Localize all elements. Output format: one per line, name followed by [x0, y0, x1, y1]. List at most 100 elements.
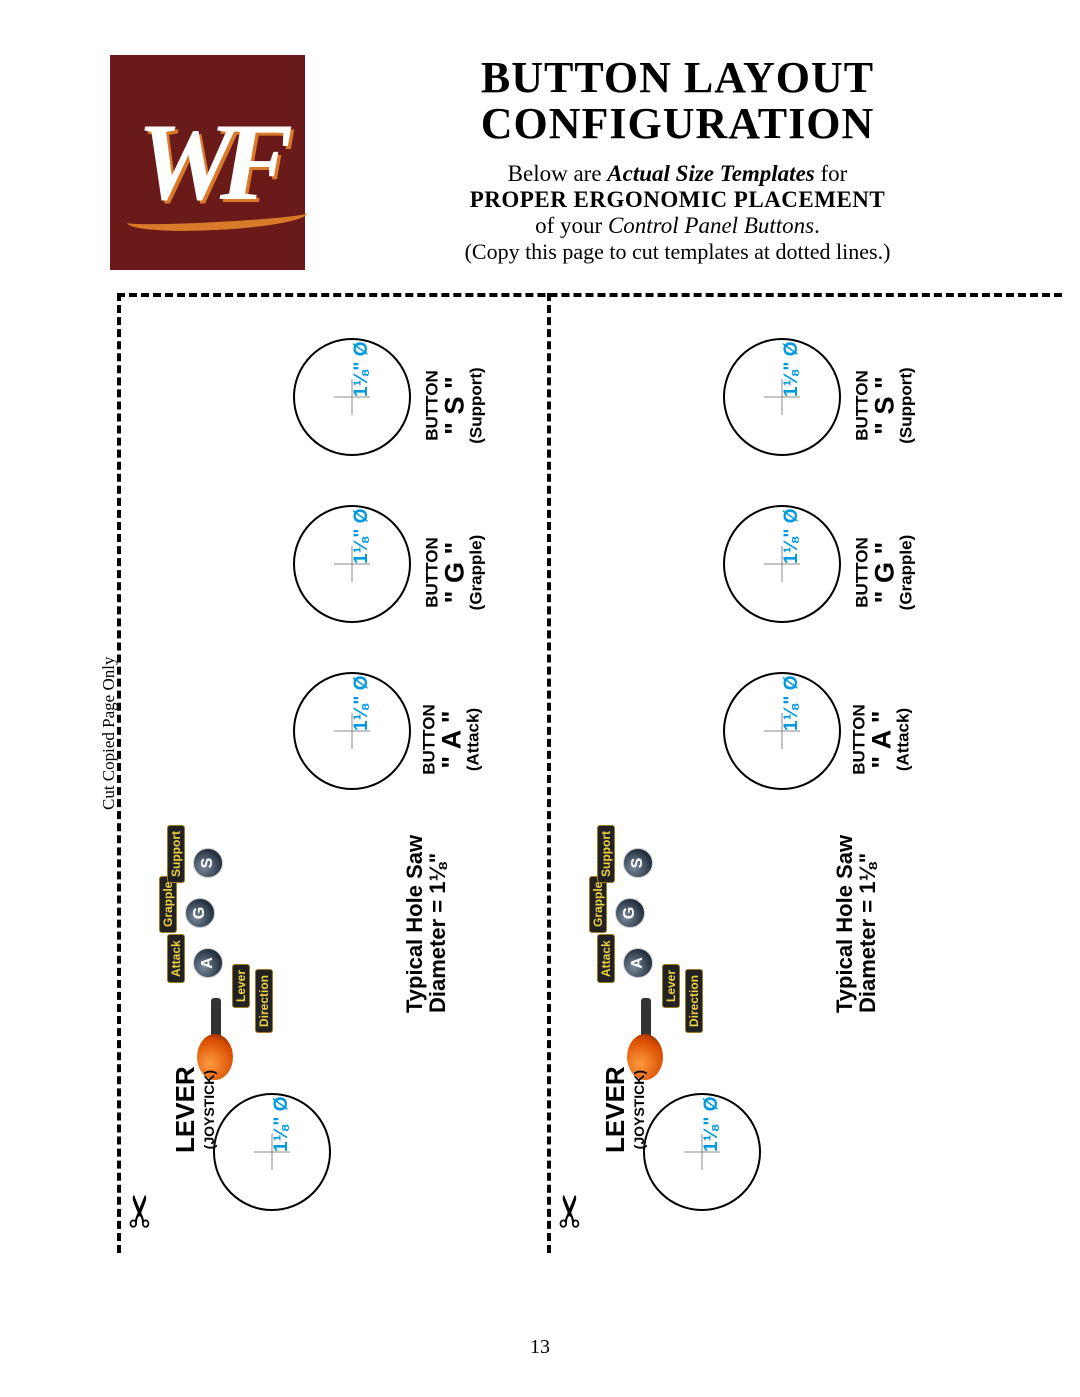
- hole-lever: 1⅛" Ø: [627, 1093, 777, 1211]
- diameter-label: 1⅛" Ø: [271, 1097, 293, 1152]
- hole-circle: 1⅛" Ø: [723, 505, 841, 623]
- button-s-label: BUTTON " S " (Support): [854, 367, 917, 443]
- subtitle-3: of your Control Panel Buttons.: [335, 213, 1020, 239]
- art-s-letter: S: [199, 858, 217, 869]
- art-g-letter: G: [621, 907, 639, 919]
- dashed-border-middle: [547, 293, 551, 1253]
- dashed-border-top: [117, 293, 1062, 297]
- page-title: BUTTON LAYOUT CONFIGURATION: [335, 55, 1020, 147]
- title-line-1: BUTTON LAYOUT: [481, 53, 874, 102]
- art-grapple-label: Grapple: [159, 876, 177, 933]
- label-letter: " A ": [867, 704, 897, 775]
- subtitle-1: Below are Actual Size Templates for: [335, 161, 1020, 187]
- diameter-label: 1⅛" Ø: [351, 342, 373, 397]
- button-a-label: BUTTON " A " (Attack): [421, 704, 484, 775]
- art-support-label: Support: [167, 825, 185, 883]
- art-attack-label: Attack: [597, 934, 615, 983]
- button-g-label: BUTTON " G " (Grapple): [423, 535, 486, 611]
- wwf-logo: WF: [110, 55, 305, 270]
- hole-circle: 1⅛" Ø: [293, 672, 411, 790]
- art-a-letter: A: [199, 957, 217, 969]
- art-attack-label: Attack: [167, 934, 185, 983]
- sub1-post: for: [815, 161, 848, 186]
- art-a-button: A: [193, 948, 223, 978]
- hole-circle: 1⅛" Ø: [723, 672, 841, 790]
- scissors-icon: ✂: [549, 1193, 593, 1230]
- sub3-pre: of your: [535, 213, 608, 238]
- dashed-border-left: [117, 293, 121, 1253]
- art-lever-label: Lever: [662, 964, 680, 1008]
- hole-circle: 1⅛" Ø: [643, 1093, 761, 1211]
- cut-page-label: Cut Copied Page Only: [99, 657, 119, 810]
- hole-s: 1⅛" Ø BUTTON " S " (Support): [707, 338, 857, 456]
- hole-a: 1⅛" Ø BUTTON " A " (Attack): [707, 672, 857, 790]
- hole-saw-label: Typical Hole Saw Diameter = 1⅛": [403, 835, 449, 1013]
- label-sub: (Attack): [464, 708, 483, 771]
- art-s-button: S: [623, 848, 653, 878]
- art-direction-label: Direction: [255, 969, 273, 1033]
- diameter-label: 1⅛" Ø: [351, 676, 373, 731]
- joystick-shaft-icon: [211, 998, 221, 1038]
- hole-g: 1⅛" Ø BUTTON " G " (Grapple): [707, 505, 857, 623]
- label-sub: (Grapple): [897, 535, 916, 611]
- subtitle-2: PROPER ERGONOMIC PLACEMENT: [335, 187, 1020, 213]
- hole-circle: 1⅛" Ø: [213, 1093, 331, 1211]
- button-a-label: BUTTON " A " (Attack): [851, 704, 914, 775]
- label-sub: (Support): [897, 367, 916, 443]
- hole-a: 1⅛" Ø BUTTON " A " (Attack): [277, 672, 427, 790]
- diameter-label: 1⅛" Ø: [781, 342, 803, 397]
- art-a-letter: A: [629, 957, 647, 969]
- art-g-button: G: [185, 898, 215, 928]
- saw-line-2: Diameter = 1⅛": [855, 853, 880, 1013]
- scissors-icon: ✂: [119, 1193, 163, 1230]
- sub1-em: Actual Size Templates: [607, 161, 814, 186]
- sub3-post: .: [814, 213, 820, 238]
- hole-circle: 1⅛" Ø: [293, 505, 411, 623]
- saw-line-1: Typical Hole Saw: [402, 835, 427, 1013]
- art-grapple-label: Grapple: [589, 876, 607, 933]
- art-g-letter: G: [191, 907, 209, 919]
- lever-big: LEVER: [600, 1066, 630, 1153]
- label-sub: (Attack): [894, 708, 913, 771]
- art-s-button: S: [193, 848, 223, 878]
- label-letter: " G ": [440, 535, 470, 611]
- sub3-em: Control Panel Buttons: [608, 213, 814, 238]
- label-letter: " G ": [870, 535, 900, 611]
- header: WF BUTTON LAYOUT CONFIGURATION Below are…: [0, 0, 1080, 270]
- label-sub: (Support): [467, 367, 486, 443]
- button-g-label: BUTTON " G " (Grapple): [853, 535, 916, 611]
- art-a-button: A: [623, 948, 653, 978]
- hole-g: 1⅛" Ø BUTTON " G " (Grapple): [277, 505, 427, 623]
- joystick-shaft-icon: [641, 998, 651, 1038]
- button-s-label: BUTTON " S " (Support): [424, 367, 487, 443]
- art-support-label: Support: [597, 825, 615, 883]
- art-s-letter: S: [629, 858, 647, 869]
- header-texts: BUTTON LAYOUT CONFIGURATION Below are Ac…: [335, 55, 1080, 265]
- sub1-pre: Below are: [508, 161, 608, 186]
- diameter-label: 1⅛" Ø: [781, 509, 803, 564]
- label-letter: " S ": [870, 367, 900, 443]
- logo-text: WF: [137, 113, 278, 212]
- art-g-button: G: [615, 898, 645, 928]
- hole-s: 1⅛" Ø BUTTON " S " (Support): [277, 338, 427, 456]
- diameter-label: 1⅛" Ø: [701, 1097, 723, 1152]
- diameter-label: 1⅛" Ø: [351, 509, 373, 564]
- label-letter: " S ": [440, 367, 470, 443]
- hole-circle: 1⅛" Ø: [293, 338, 411, 456]
- art-direction-label: Direction: [685, 969, 703, 1033]
- art-lever-label: Lever: [232, 964, 250, 1008]
- template-area: ✂ ✂ 1⅛" Ø BUTTON " S " (Support) 1⅛" Ø B…: [117, 293, 1062, 1253]
- control-panel-graphic: Attack Grapple Support A G S Lever Direc…: [607, 868, 797, 998]
- page-number: 13: [530, 1336, 550, 1359]
- hole-circle: 1⅛" Ø: [723, 338, 841, 456]
- lever-big: LEVER: [170, 1066, 200, 1153]
- hole-saw-label: Typical Hole Saw Diameter = 1⅛": [833, 835, 879, 1013]
- diameter-label: 1⅛" Ø: [781, 676, 803, 731]
- subtitle-4: (Copy this page to cut templates at dott…: [335, 239, 1020, 265]
- title-line-2: CONFIGURATION: [481, 99, 875, 148]
- saw-line-2: Diameter = 1⅛": [425, 853, 450, 1013]
- label-letter: " A ": [437, 704, 467, 775]
- control-panel-graphic: Attack Grapple Support A G S Lever Direc…: [177, 868, 367, 998]
- hole-lever: 1⅛" Ø: [197, 1093, 347, 1211]
- label-sub: (Grapple): [467, 535, 486, 611]
